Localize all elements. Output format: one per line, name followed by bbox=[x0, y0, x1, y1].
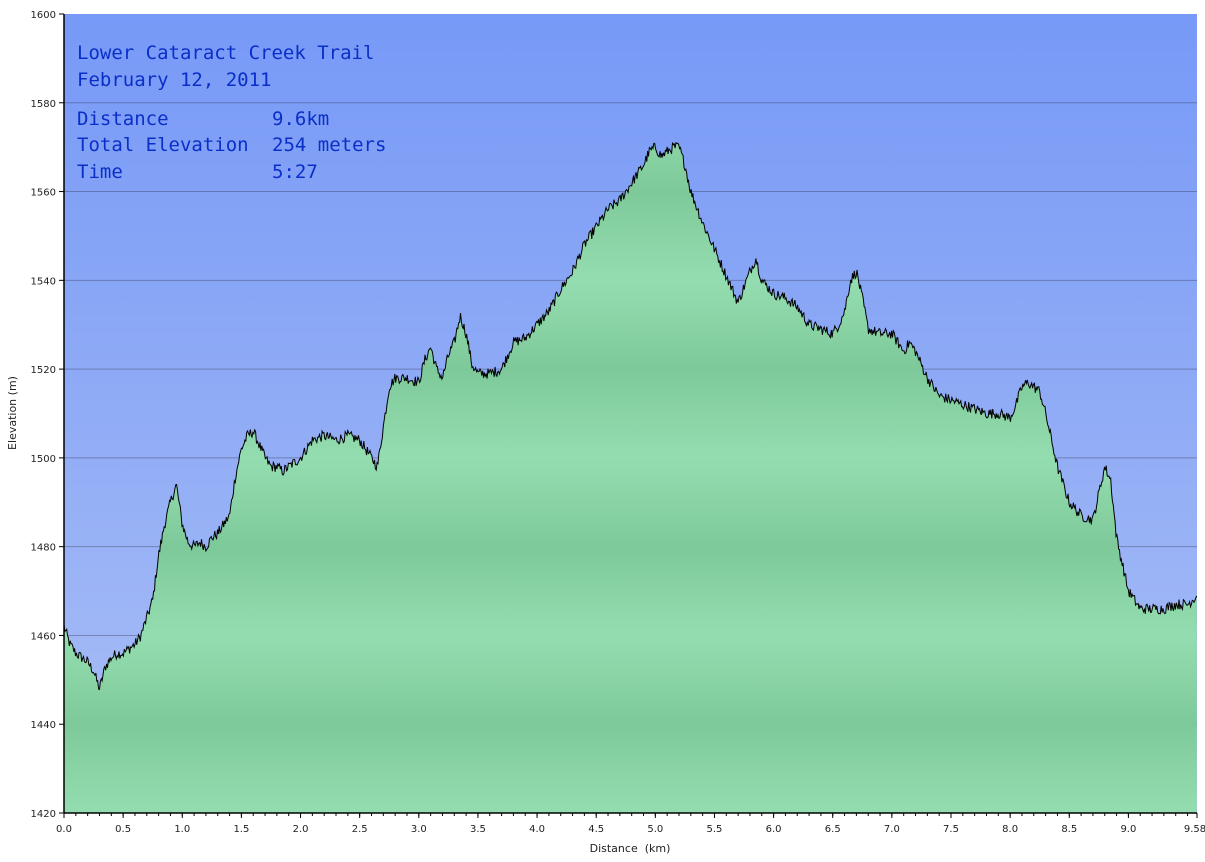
y-tick-label-1540: 1540 bbox=[31, 276, 56, 287]
y-tick-label-1560: 1560 bbox=[31, 188, 56, 199]
x-tick-label-7.5: 7.5 bbox=[943, 824, 959, 835]
x-tick-label-0.0: 0.0 bbox=[56, 824, 72, 835]
stat-elevation-label: Total Elevation bbox=[77, 134, 249, 156]
x-ticks: 0.0 0.5 1.0 1.5 2.0 2.5 3.0 3.5 4.0 4.5 5.0 5.5 6.0 6… bbox=[56, 813, 1205, 835]
x-tick-label-7.0: 7.0 bbox=[884, 824, 900, 835]
x-tick-label-9.58: 9.58 bbox=[1184, 824, 1205, 835]
x-tick-label-2.5: 2.5 bbox=[352, 824, 368, 835]
elevation-line bbox=[63, 141, 1198, 691]
x-tick-label-8.5: 8.5 bbox=[1061, 824, 1077, 835]
x-tick-label-1.5: 1.5 bbox=[233, 824, 249, 835]
trail-title: Lower Cataract Creek Trail bbox=[77, 42, 374, 64]
y-axis-title: Elevation (m) bbox=[6, 376, 19, 450]
x-tick-label-6.0: 6.0 bbox=[766, 824, 782, 835]
stat-time-value: 5:27 bbox=[272, 161, 318, 183]
x-tick-label-6.5: 6.5 bbox=[825, 824, 841, 835]
x-tick-label-1.0: 1.0 bbox=[174, 824, 190, 835]
y-tick-label-1580: 1580 bbox=[31, 99, 56, 110]
elevation-area-fill bbox=[64, 142, 1197, 814]
x-tick-label-5.0: 5.0 bbox=[647, 824, 663, 835]
x-tick-label-3.0: 3.0 bbox=[411, 824, 427, 835]
y-tick-label-1420: 1420 bbox=[31, 809, 56, 820]
x-tick-label-4.5: 4.5 bbox=[588, 824, 604, 835]
y-ticks: 1420 1440 1460 1480 1500 1520 1540 1560 1580 1600 bbox=[31, 10, 64, 820]
trail-date: February 12, 2011 bbox=[77, 69, 271, 91]
x-tick-label-8.0: 8.0 bbox=[1002, 824, 1018, 835]
x-tick-label-9.0: 9.0 bbox=[1120, 824, 1136, 835]
y-tick-label-1460: 1460 bbox=[31, 631, 56, 642]
y-tick-label-1500: 1500 bbox=[31, 454, 56, 465]
y-tick-label-1440: 1440 bbox=[31, 720, 56, 731]
x-tick-label-0.5: 0.5 bbox=[115, 824, 131, 835]
x-tick-label-4.0: 4.0 bbox=[529, 824, 545, 835]
stat-time-label: Time bbox=[77, 161, 123, 183]
info-box: Lower Cataract Creek Trail February 12, … bbox=[77, 42, 386, 183]
stat-distance-label: Distance bbox=[77, 108, 169, 130]
x-tick-label-3.5: 3.5 bbox=[470, 824, 486, 835]
stat-distance-value: 9.6km bbox=[272, 108, 329, 130]
x-axis-title: Distance (km) bbox=[590, 842, 671, 855]
stat-elevation-value: 254 meters bbox=[272, 134, 386, 156]
x-tick-label-2.0: 2.0 bbox=[293, 824, 309, 835]
y-tick-label-1600: 1600 bbox=[31, 10, 56, 21]
y-tick-label-1520: 1520 bbox=[31, 365, 56, 376]
y-tick-label-1480: 1480 bbox=[31, 543, 56, 554]
x-tick-label-5.5: 5.5 bbox=[707, 824, 723, 835]
